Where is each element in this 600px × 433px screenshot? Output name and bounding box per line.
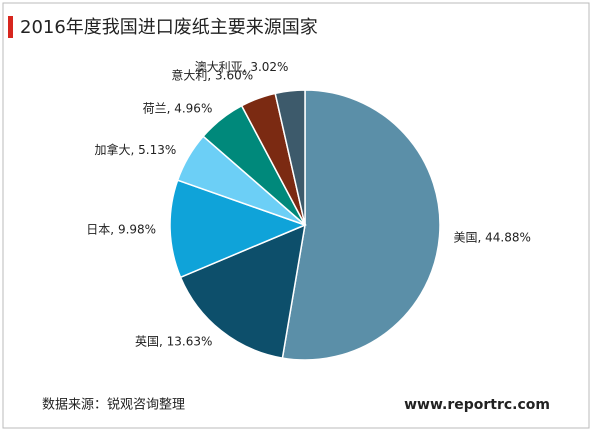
data-label: 英国, 13.63% <box>135 334 212 348</box>
label-category: 英国 <box>135 334 159 348</box>
title-marker <box>8 16 13 38</box>
data-label: 荷兰, 4.96% <box>143 101 213 115</box>
pie-slice <box>179 223 306 359</box>
chart-title: 2016年度我国进口废纸主要来源国家 <box>20 17 318 38</box>
label-value: 3.02% <box>250 59 288 73</box>
label-separator: , <box>243 59 251 73</box>
label-value: 13.63% <box>167 334 213 348</box>
label-category: 澳大利亚 <box>195 59 243 73</box>
label-category: 荷兰 <box>143 101 167 115</box>
source: 数据来源：锐观咨询整理 <box>42 398 185 413</box>
label-category: 加拿大 <box>94 141 130 156</box>
label-separator: , <box>207 68 215 82</box>
label-value: 44.88% <box>485 230 531 244</box>
label-value: 5.13% <box>138 142 176 156</box>
label-value: 4.96% <box>174 101 212 115</box>
website: www.reportrc.com <box>404 397 550 413</box>
data-label: 加拿大, 5.13% <box>94 141 176 156</box>
data-label: 澳大利亚, 3.02% <box>195 59 289 73</box>
data-label: 意大利, 3.60% <box>171 67 253 82</box>
pie-slice <box>169 179 308 279</box>
label-separator: , <box>477 230 485 244</box>
label-category: 意大利 <box>171 67 207 82</box>
label-separator: , <box>110 222 118 236</box>
label-value: 9.98% <box>118 222 156 236</box>
pie-slice <box>281 89 441 361</box>
label-value: 3.60% <box>215 68 253 82</box>
data-label: 日本, 9.98% <box>86 222 156 236</box>
label-category: 美国 <box>453 230 477 244</box>
pie-slice <box>274 89 306 226</box>
data-label: 美国, 44.88% <box>453 230 530 244</box>
label-separator: , <box>159 334 167 348</box>
label-category: 日本 <box>86 222 110 236</box>
label-separator: , <box>167 101 175 115</box>
label-separator: , <box>130 142 138 156</box>
